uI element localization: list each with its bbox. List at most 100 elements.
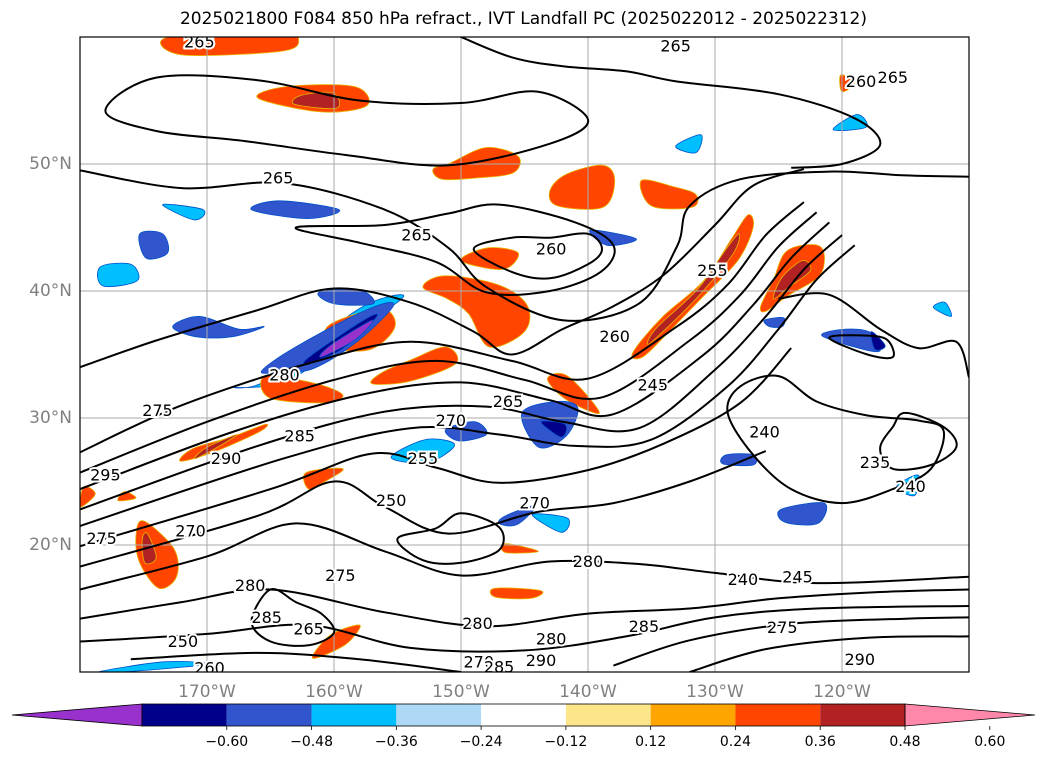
contour-line <box>80 211 818 474</box>
contour-label: 280 <box>573 552 604 571</box>
contour-line <box>294 203 616 296</box>
contour-label: 265 <box>184 33 215 52</box>
shaded-region <box>291 91 341 110</box>
colorbar-tick-label: −0.48 <box>290 734 333 750</box>
lon-tick-label: 150°W <box>432 682 490 702</box>
contour-label: 280 <box>462 614 493 633</box>
shaded-region <box>138 230 170 260</box>
shaded-region <box>720 453 758 467</box>
shaded-region <box>193 434 238 460</box>
shaded-fill-layer <box>80 37 952 672</box>
contour-line <box>80 168 805 369</box>
chart-title: 2025021800 F084 850 hPa refract., IVT La… <box>179 9 867 29</box>
colorbar-segment <box>311 704 397 726</box>
contour-label: 260 <box>536 240 567 259</box>
colorbar-frame <box>141 703 906 727</box>
contour-label: 280 <box>536 629 567 648</box>
colorbar-tick-label: 0.36 <box>805 734 836 750</box>
contour-line <box>726 374 946 505</box>
lon-tick-label: 170°W <box>178 682 236 702</box>
contour-label: 260 <box>599 327 630 346</box>
contour-line <box>689 635 969 672</box>
colorbar-tick-label: 0.24 <box>720 734 751 750</box>
contour-label: 260 <box>194 659 225 678</box>
contour-label: 270 <box>519 494 550 513</box>
colorbar-segment <box>226 704 312 726</box>
shaded-region <box>777 502 828 526</box>
shaded-region <box>489 587 544 600</box>
contour-line <box>104 74 590 167</box>
contour-label: 245 <box>782 567 813 586</box>
shaded-region <box>932 301 952 317</box>
contour-label: 250 <box>168 632 199 651</box>
contour-label: 290 <box>211 449 242 468</box>
contour-line <box>80 221 830 491</box>
contour-label: 275 <box>142 401 173 420</box>
gridlines <box>80 37 969 672</box>
contour-label: 270 <box>436 411 467 430</box>
contour-line <box>80 201 805 454</box>
lon-tick-label: 130°W <box>686 682 744 702</box>
colorbar-tick-label: −0.36 <box>375 734 418 750</box>
contour-label: 290 <box>526 651 557 670</box>
contour-line <box>472 232 604 280</box>
contour-label: 275 <box>325 566 356 585</box>
shaded-region <box>422 275 531 348</box>
contour-line <box>80 347 792 548</box>
contour-label: 235 <box>860 453 891 472</box>
contour-line <box>778 292 969 378</box>
shaded-region <box>763 317 786 328</box>
colorbar-segment <box>735 704 821 726</box>
contour-line <box>879 411 958 471</box>
plot-background <box>80 37 969 672</box>
shaded-region <box>531 513 570 533</box>
contour-label: 280 <box>235 576 266 595</box>
contour-line <box>250 587 336 647</box>
contour-label: 290 <box>845 650 876 669</box>
shaded-region <box>548 164 616 210</box>
lat-tick-label: 40°N <box>29 281 72 301</box>
contour-label: 295 <box>90 466 121 485</box>
contour-label: 270 <box>175 522 206 541</box>
colorbar-tick-label: 0.60 <box>974 734 1005 750</box>
lat-tick-label: 30°N <box>29 408 72 428</box>
contour-line <box>80 450 767 568</box>
colorbar-tick-label: 0.12 <box>635 734 666 750</box>
contour-line <box>130 651 462 672</box>
colorbar-segment <box>820 704 905 726</box>
contour-label: 285 <box>251 608 282 627</box>
contour-line <box>80 169 969 322</box>
colorbar-segment <box>650 704 736 726</box>
colorbar-extend-high <box>904 703 1036 727</box>
contour-label: 240 <box>895 477 926 496</box>
colorbar-tick-label: −0.12 <box>544 734 587 750</box>
contour-label: 265 <box>493 392 524 411</box>
colorbar-tick-label: −0.24 <box>460 734 503 750</box>
lon-tick-label: 140°W <box>559 682 617 702</box>
contour-label: 285 <box>484 657 515 676</box>
contour-label: 270 <box>464 652 495 671</box>
contour-label: 265 <box>660 36 691 55</box>
contour-lines <box>80 37 969 672</box>
contour-line <box>80 234 843 511</box>
axis-labels: 20°N 30°N 40°N 50°N 170°W 160°W 150°W 140°W 130°… <box>29 154 871 702</box>
contour-label: 275 <box>767 618 798 637</box>
contour-label: 250 <box>376 491 407 510</box>
shaded-region <box>250 200 341 220</box>
colorbar-segment <box>142 704 227 726</box>
contour-line <box>80 588 969 628</box>
contour-line <box>460 37 882 169</box>
plot-frame <box>79 36 970 673</box>
contour-line <box>80 605 969 653</box>
lon-tick-label: 160°W <box>305 682 363 702</box>
contour-label: 265 <box>293 619 324 638</box>
shaded-region <box>540 420 567 438</box>
contour-line <box>613 616 969 667</box>
contour-label: 265 <box>878 68 909 87</box>
shaded-region <box>172 315 265 339</box>
contour-label: 255 <box>408 449 439 468</box>
contour-label: 285 <box>629 617 660 636</box>
contour-line <box>396 512 505 565</box>
